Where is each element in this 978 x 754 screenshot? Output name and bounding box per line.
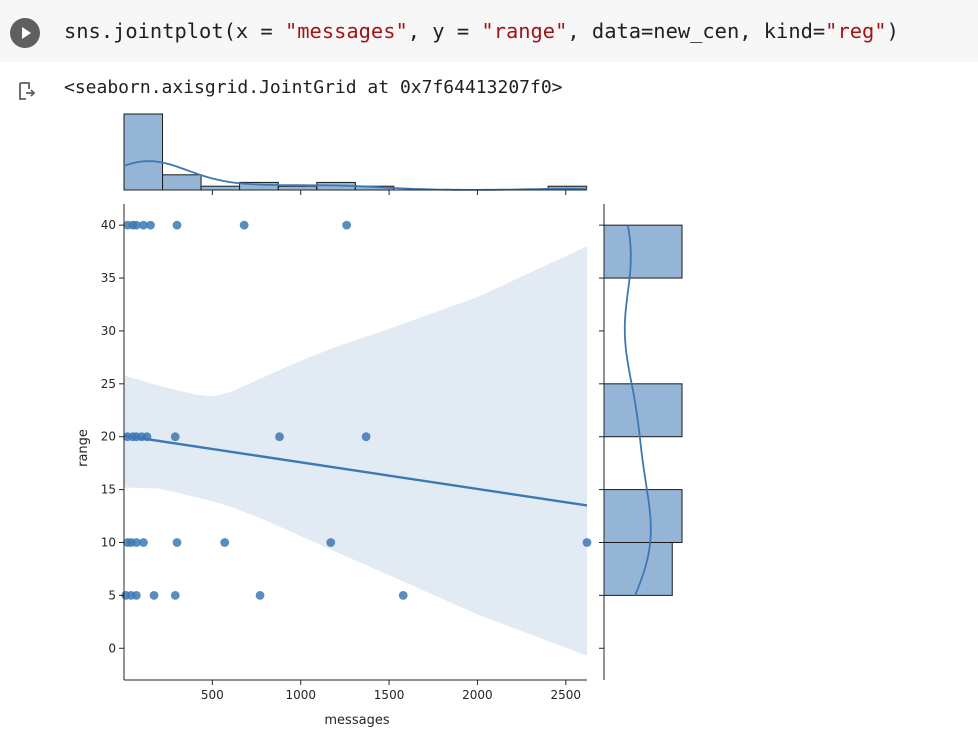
code-token: ): [886, 19, 899, 43]
x-tick-label: 2000: [462, 688, 493, 702]
y-tick-label: 35: [101, 271, 116, 285]
x-axis-label: messages: [324, 713, 389, 728]
y-tick-label: 10: [101, 535, 116, 549]
y-tick-label: 25: [101, 377, 116, 391]
x-tick-label: 500: [201, 688, 224, 702]
y-tick-label: 0: [108, 641, 116, 655]
data-point: [146, 220, 155, 230]
marginal-y-bar: [603, 224, 683, 279]
data-point: [326, 538, 336, 547]
marginal-y-kde: [623, 225, 652, 596]
confidence-band: [124, 246, 587, 656]
data-point: [131, 220, 141, 230]
data-point: [361, 432, 371, 442]
data-point: [255, 590, 265, 600]
data-point: [139, 538, 148, 547]
code-token: , y =: [407, 19, 482, 43]
x-tick-label: 1500: [374, 688, 405, 702]
data-point: [220, 538, 230, 547]
data-point: [398, 590, 408, 600]
y-tick-label: 15: [101, 483, 116, 497]
play-icon: [22, 27, 31, 39]
x-tick-label: 2500: [551, 688, 582, 702]
marginal-y-bar: [603, 383, 683, 438]
data-point: [139, 220, 148, 230]
marginal-x-bar: [200, 185, 241, 191]
marginal-x-bar: [277, 185, 318, 191]
marginal-x-bar: [123, 113, 164, 191]
regression-line: [123, 434, 588, 507]
code-string-token: "range": [481, 19, 568, 43]
y-tick-label: 30: [101, 324, 116, 338]
code-string-token: "messages": [284, 19, 408, 43]
y-axis-label: range: [76, 429, 91, 467]
data-point: [149, 590, 159, 600]
output-text: <seaborn.axisgrid.JointGrid at 0x7f64413…: [64, 77, 563, 98]
y-tick-label: 20: [101, 430, 116, 444]
joint-scatter-axes: 0 5 10 15 20 25 30 35 40 500 1000 1500 2000 2500: [101, 204, 592, 702]
jointplot-figure: 0 5 10 15 20 25 30 35 40 500 1000 1500 2000 2500 mess…: [76, 113, 683, 728]
y-tick-label: 40: [101, 218, 116, 232]
data-point: [131, 590, 141, 600]
data-point: [239, 220, 249, 230]
y-tick-label: 5: [108, 588, 116, 602]
data-point: [172, 220, 182, 230]
code-cell[interactable]: sns.jointplot(x = "messages", y = "range…: [0, 0, 978, 62]
marginal-y-bar: [603, 489, 683, 543]
run-cell-button[interactable]: [10, 18, 40, 48]
marginal-x-bar: [162, 174, 202, 191]
code-token: sns.jointplot(x =: [64, 19, 285, 43]
code-editor[interactable]: sns.jointplot(x = "messages", y = "range…: [64, 17, 899, 45]
data-point: [131, 538, 141, 547]
data-point: [342, 220, 352, 230]
code-token: , data=new_cen, kind=: [567, 19, 826, 43]
marginal-x-histogram: [123, 113, 588, 195]
x-tick-label: 1000: [285, 688, 316, 702]
marginal-y-histogram: [599, 204, 683, 680]
output-arrow-icon[interactable]: [16, 80, 40, 104]
data-point: [172, 538, 182, 547]
data-point: [582, 538, 592, 547]
data-point: [170, 432, 180, 442]
data-point: [275, 432, 284, 442]
data-point: [170, 590, 180, 600]
code-string-token: "reg": [825, 19, 887, 43]
